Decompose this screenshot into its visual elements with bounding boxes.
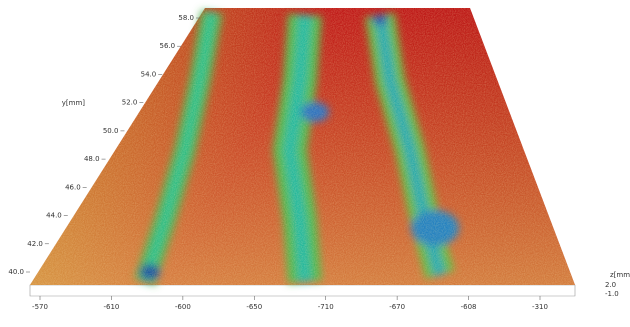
y-axis-label: y[mm] [62,99,86,107]
x-tick-label: -650 [246,303,262,311]
z-axis-label: z[mm] [610,271,630,279]
x-tick-label: -710 [318,303,334,311]
page: y[mm] z[mm] 58.0 56.0 54.0 52.0 50.0 48.0 46.0… [0,0,630,323]
y-tick-label: 50.0 [103,127,119,135]
x-tick-label: -310 [532,303,548,311]
y-tick-label: 46.0 [65,183,81,191]
y-tick-label: 42.0 [27,240,43,248]
x-tick-label: -608 [461,303,477,311]
x-tick-label: -610 [103,303,119,311]
x-tick-label: -570 [32,303,48,311]
y-tick-label: 44.0 [46,212,62,220]
x-tick-label: -670 [389,303,405,311]
y-tick-label: 56.0 [160,42,176,50]
y-tick-label: 58.0 [178,14,194,22]
x-tick-label: -600 [175,303,191,311]
y-tick-label: 52.0 [122,99,138,107]
z-tick-label: 2.0 [605,281,616,289]
z-tick-label: -1.0 [605,290,619,298]
texture [30,8,575,285]
y-tick-label: 40.0 [8,268,24,276]
surface-plot: y[mm] z[mm] 58.0 56.0 54.0 52.0 50.0 48.0 46.0… [0,0,630,323]
y-tick-label: 48.0 [84,155,100,163]
box-frame [30,285,575,296]
y-tick-label: 54.0 [141,70,157,78]
